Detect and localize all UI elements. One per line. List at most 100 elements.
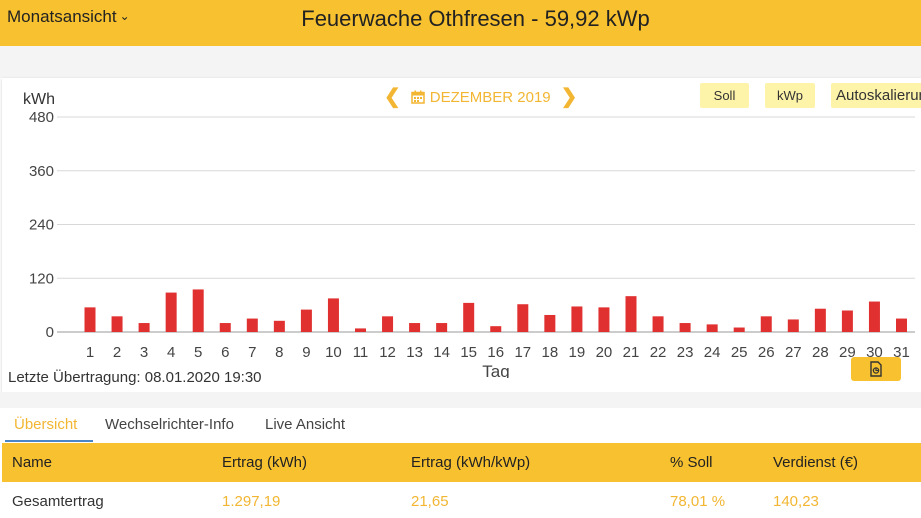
- x-tick-label: 9: [302, 344, 310, 361]
- x-tick-label: 5: [194, 344, 202, 361]
- bar-day-28: [814, 308, 826, 332]
- x-tick-label: 20: [596, 344, 613, 361]
- view-select-label: Monatsansicht: [7, 7, 117, 26]
- x-tick-label: 15: [460, 344, 477, 361]
- bar-day-20: [598, 307, 610, 332]
- column-header-name: Name: [12, 454, 53, 471]
- bar-day-9: [300, 309, 312, 332]
- bar-day-5: [192, 289, 204, 332]
- autoscale-toggle-button[interactable]: Autoskalierung: [831, 83, 921, 108]
- bar-day-25: [733, 327, 745, 332]
- bar-day-7: [246, 318, 258, 332]
- x-tick-label: 24: [704, 344, 721, 361]
- bar-day-18: [544, 314, 556, 332]
- view-select-dropdown[interactable]: Monatsansicht ⌄: [7, 7, 130, 27]
- bar-day-10: [327, 298, 339, 332]
- x-tick-label: 27: [785, 344, 802, 361]
- x-tick-label: 6: [221, 344, 229, 361]
- bar-day-22: [652, 316, 664, 332]
- previous-month-icon[interactable]: ❮: [384, 86, 401, 108]
- bar-day-13: [409, 323, 421, 332]
- y-tick-label: 0: [46, 324, 54, 341]
- export-button[interactable]: [851, 357, 901, 381]
- x-tick-label: 21: [623, 344, 640, 361]
- x-tick-label: 8: [275, 344, 283, 361]
- x-tick-label: 3: [140, 344, 148, 361]
- column-header-ertrag-kwp: Ertrag (kWh/kWp): [411, 454, 531, 471]
- kwp-toggle-button[interactable]: kWp: [765, 83, 815, 108]
- x-tick-label: 29: [839, 344, 856, 361]
- bar-day-3: [138, 323, 150, 332]
- document-export-icon: [870, 361, 882, 377]
- column-header-ertrag: Ertrag (kWh): [222, 454, 308, 471]
- x-tick-label: 22: [650, 344, 667, 361]
- y-tick-label: 360: [29, 163, 54, 180]
- bar-day-14: [436, 323, 448, 332]
- bar-day-15: [463, 302, 475, 332]
- spacer: [0, 46, 921, 78]
- bar-day-27: [787, 319, 799, 332]
- x-tick-label: 23: [677, 344, 694, 361]
- y-tick-label: 120: [29, 270, 54, 287]
- calendar-icon: [411, 90, 425, 104]
- top-bar: Monatsansicht ⌄ Feuerwache Othfresen - 59…: [0, 0, 921, 46]
- bar-day-1: [84, 307, 96, 332]
- bar-day-23: [679, 323, 691, 332]
- x-tick-label: 26: [758, 344, 775, 361]
- column-header-soll: % Soll: [670, 454, 713, 471]
- chevron-down-icon: ⌄: [119, 9, 130, 23]
- y-tick-label: 480: [29, 109, 54, 126]
- cell-ertrag-kwp: 21,65: [411, 493, 449, 510]
- bar-day-30: [868, 301, 880, 332]
- x-tick-label: 4: [167, 344, 175, 361]
- x-tick-label: 18: [542, 344, 559, 361]
- x-tick-label: 7: [248, 344, 256, 361]
- x-tick-label: 16: [487, 344, 504, 361]
- column-header-verdienst: Verdienst (€): [773, 454, 859, 471]
- cell-verdienst: 140,23: [773, 493, 819, 510]
- tab-uebersicht[interactable]: Übersicht: [14, 416, 78, 433]
- y-tick-label: 240: [29, 217, 54, 234]
- x-tick-label: 1: [86, 344, 94, 361]
- active-tab-indicator: [5, 440, 93, 442]
- x-axis-label: Tag: [482, 362, 509, 378]
- x-tick-label: 17: [514, 344, 531, 361]
- bar-day-21: [625, 296, 637, 332]
- last-transfer-text: Letzte Übertragung: 08.01.2020 19:30: [8, 369, 262, 386]
- month-picker[interactable]: DEZEMBER 2019: [411, 89, 551, 106]
- x-tick-label: 10: [325, 344, 342, 361]
- bar-day-16: [490, 326, 502, 332]
- x-tick-label: 14: [433, 344, 450, 361]
- bar-day-11: [355, 328, 366, 332]
- x-tick-label: 30: [866, 344, 883, 361]
- table-row: Gesamtertrag 1.297,19 21,65 78,01 % 140,…: [2, 482, 921, 518]
- y-axis-label: kWh: [23, 91, 55, 108]
- bar-day-17: [517, 304, 529, 332]
- next-month-icon[interactable]: ❯: [560, 86, 578, 108]
- cell-name: Gesamtertrag: [12, 493, 104, 510]
- bar-day-8: [273, 320, 285, 332]
- x-tick-label: 19: [569, 344, 586, 361]
- table-header: Name Ertrag (kWh) Ertrag (kWh/kWp) % Sol…: [2, 443, 921, 482]
- bar-day-6: [219, 323, 231, 332]
- soll-toggle-button[interactable]: Soll: [700, 83, 749, 108]
- bar-day-12: [382, 316, 394, 332]
- bar-day-24: [706, 324, 718, 332]
- month-label: DEZEMBER 2019: [429, 88, 551, 106]
- tab-wechselrichter-info[interactable]: Wechselrichter-Info: [105, 416, 234, 433]
- tab-live-ansicht[interactable]: Live Ansicht: [265, 416, 346, 433]
- x-tick-label: 13: [406, 344, 423, 361]
- page-title: Feuerwache Othfresen - 59,92 kWp: [301, 6, 650, 31]
- month-navigation: ❮ DEZEMBER 2019 ❯: [384, 87, 577, 107]
- chart-card: [2, 78, 921, 392]
- x-tick-label: 11: [353, 344, 369, 361]
- bar-day-2: [111, 316, 123, 332]
- bar-day-19: [571, 306, 583, 332]
- x-tick-label: 28: [812, 344, 829, 361]
- x-tick-label: 2: [113, 344, 121, 361]
- tab-bar: Übersicht Wechselrichter-Info Live Ansic…: [0, 408, 921, 443]
- x-tick-label: 12: [379, 344, 396, 361]
- bar-day-4: [165, 292, 177, 332]
- cell-ertrag: 1.297,19: [222, 493, 281, 510]
